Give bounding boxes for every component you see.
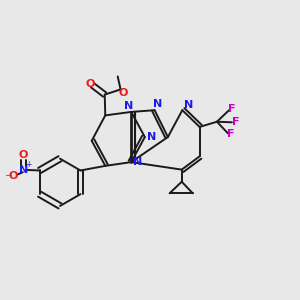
Text: +: +	[25, 160, 31, 169]
Text: O: O	[9, 171, 18, 181]
Text: N: N	[184, 100, 193, 110]
Text: N: N	[133, 157, 142, 167]
Text: O: O	[19, 151, 28, 160]
Text: F: F	[232, 117, 239, 127]
Text: N: N	[124, 100, 133, 111]
Text: F: F	[227, 129, 235, 140]
Text: O: O	[85, 79, 94, 89]
Text: N: N	[146, 132, 156, 142]
Text: N: N	[154, 99, 163, 110]
Text: −: −	[4, 170, 11, 179]
Text: O: O	[119, 88, 128, 98]
Text: F: F	[228, 104, 236, 114]
Text: N: N	[19, 165, 28, 175]
